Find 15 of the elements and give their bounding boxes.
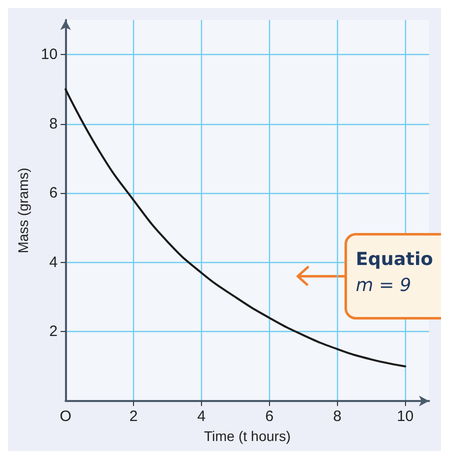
- x-tick-label: 4: [197, 408, 206, 425]
- y-tick-label: 10: [40, 46, 58, 64]
- annotation: Equatio: [356, 248, 434, 270]
- y-tick-label: 8: [49, 115, 58, 132]
- y-tick-label: 6: [49, 184, 58, 202]
- x-tick-label: O: [60, 408, 72, 425]
- x-tick-label: 10: [396, 408, 414, 425]
- y-tick-label: 4: [49, 254, 58, 271]
- x-tick-label: 2: [129, 408, 138, 425]
- x-tick-label: 8: [333, 408, 342, 425]
- y-axis-title: Mass (grams): [15, 168, 31, 254]
- x-axis-title: Time (t hours): [204, 428, 291, 444]
- x-tick-label: 6: [265, 408, 274, 425]
- y-tick-label: 2: [49, 323, 58, 340]
- annotation: m = 9: [356, 274, 412, 296]
